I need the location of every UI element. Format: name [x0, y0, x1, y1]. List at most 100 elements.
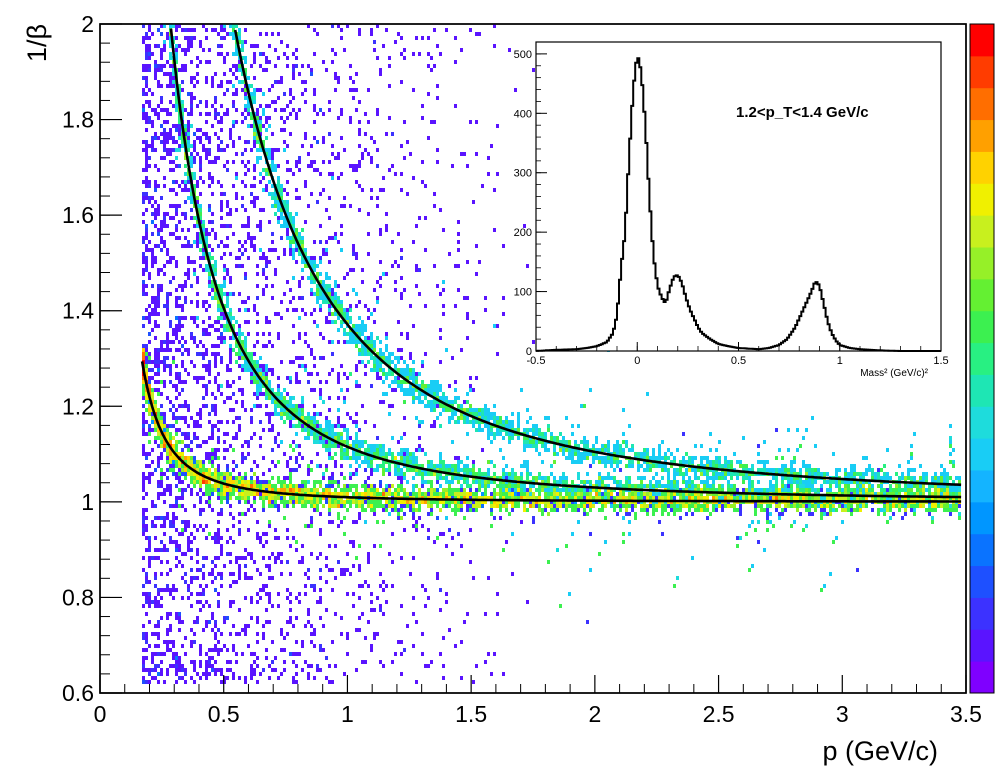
heatmap-cell — [940, 476, 943, 480]
heatmap-cell — [724, 464, 727, 468]
heatmap-cell — [355, 460, 358, 464]
heatmap-cell — [142, 392, 145, 396]
heatmap-cell — [157, 368, 160, 372]
heatmap-cell — [442, 468, 445, 472]
heatmap-cell — [328, 284, 331, 288]
heatmap-cell — [532, 340, 535, 344]
heatmap-cell — [454, 36, 457, 40]
heatmap-cell — [175, 324, 178, 328]
heatmap-cell — [787, 476, 790, 480]
heatmap-cell — [154, 352, 157, 356]
heatmap-cell — [205, 468, 208, 472]
heatmap-cell — [550, 464, 553, 468]
heatmap-cell — [373, 492, 376, 496]
heatmap-cell — [145, 268, 148, 272]
heatmap-cell — [145, 452, 148, 456]
heatmap-cell — [808, 472, 811, 476]
heatmap-cell — [292, 172, 295, 176]
heatmap-cell — [202, 232, 205, 236]
heatmap-cell — [799, 472, 802, 476]
heatmap-cell — [220, 52, 223, 56]
heatmap-cell — [268, 392, 271, 396]
heatmap-cell — [364, 340, 367, 344]
heatmap-cell — [667, 472, 670, 476]
heatmap-cell — [235, 416, 238, 420]
heatmap-cell — [283, 400, 286, 404]
heatmap-cell — [211, 192, 214, 196]
heatmap-cell — [160, 412, 163, 416]
heatmap-cell — [154, 468, 157, 472]
heatmap-cell — [457, 240, 460, 244]
heatmap-cell — [640, 452, 643, 456]
heatmap-cell — [436, 380, 439, 384]
heatmap-cell — [205, 156, 208, 160]
heatmap-cell — [388, 84, 391, 88]
heatmap-cell — [340, 320, 343, 324]
heatmap-cell — [220, 28, 223, 32]
heatmap-cell — [883, 464, 886, 468]
heatmap-cell — [916, 488, 919, 492]
heatmap-cell — [433, 472, 436, 476]
heatmap-cell — [232, 124, 235, 128]
heatmap-cell — [277, 392, 280, 396]
heatmap-cell — [259, 420, 262, 424]
heatmap-cell — [304, 180, 307, 184]
heatmap-cell — [559, 444, 562, 448]
heatmap-cell — [301, 244, 304, 248]
heatmap-cell — [478, 488, 481, 492]
heatmap-cell — [370, 344, 373, 348]
heatmap-cell — [229, 276, 232, 280]
heatmap-cell — [145, 352, 148, 356]
heatmap-cell — [496, 432, 499, 436]
heatmap-cell — [160, 484, 163, 488]
heatmap-cell — [196, 300, 199, 304]
heatmap-cell — [181, 212, 184, 216]
heatmap-cell — [184, 64, 187, 68]
heatmap-cell — [319, 332, 322, 336]
heatmap-cell — [280, 496, 283, 500]
heatmap-cell — [178, 316, 181, 320]
heatmap-cell — [154, 188, 157, 192]
heatmap-cell — [142, 376, 145, 380]
heatmap-cell — [238, 376, 241, 380]
heatmap-cell — [601, 456, 604, 460]
heatmap-cell — [913, 432, 916, 436]
heatmap-cell — [181, 488, 184, 492]
heatmap-cell — [283, 220, 286, 224]
heatmap-cell — [346, 340, 349, 344]
heatmap-cell — [310, 372, 313, 376]
heatmap-cell — [166, 312, 169, 316]
heatmap-cell — [145, 224, 148, 228]
heatmap-cell — [325, 484, 328, 488]
heatmap-cell — [295, 404, 298, 408]
heatmap-cell — [370, 456, 373, 460]
heatmap-cell — [157, 352, 160, 356]
heatmap-cell — [673, 472, 676, 476]
heatmap-cell — [373, 340, 376, 344]
heatmap-cell — [604, 492, 607, 496]
heatmap-cell — [178, 44, 181, 48]
heatmap-cell — [922, 484, 925, 488]
heatmap-cell — [214, 356, 217, 360]
heatmap-cell — [910, 492, 913, 496]
heatmap-cell — [268, 180, 271, 184]
heatmap-cell — [658, 480, 661, 484]
heatmap-cell — [868, 492, 871, 496]
heatmap-cell — [427, 464, 430, 468]
heatmap-cell — [142, 448, 145, 452]
heatmap-cell — [175, 24, 178, 28]
heatmap-cell — [184, 132, 187, 136]
heatmap-cell — [379, 484, 382, 488]
heatmap-cell — [754, 488, 757, 492]
heatmap-cell — [433, 408, 436, 412]
heatmap-cell — [190, 440, 193, 444]
heatmap-cell — [274, 464, 277, 468]
heatmap-cell — [145, 464, 148, 468]
heatmap-cell — [577, 460, 580, 464]
heatmap-cell — [388, 412, 391, 416]
heatmap-cell — [484, 412, 487, 416]
heatmap-cell — [382, 188, 385, 192]
heatmap-cell — [226, 204, 229, 208]
heatmap-cell — [472, 472, 475, 476]
heatmap-cell — [211, 464, 214, 468]
